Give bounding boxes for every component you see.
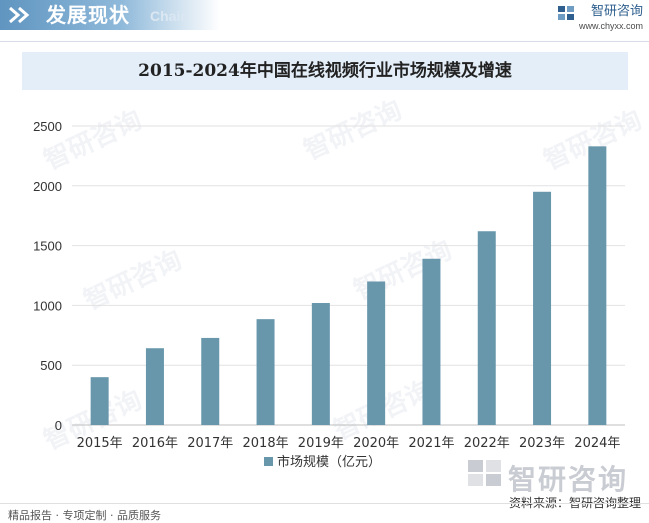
x-tick-label: 2019年	[298, 436, 344, 451]
bar	[533, 191, 552, 425]
bottom-logo-text: 智研咨询	[508, 463, 629, 496]
header-banner	[0, 0, 220, 30]
y-tick-label: 500	[40, 358, 62, 373]
x-tick-label: 2020年	[353, 436, 399, 451]
chart-title-box: 2015-2024年中国在线视频行业市场规模及增速	[22, 52, 628, 90]
page-header: 发展现状 Chain 智研咨询 www.chyxx.com	[0, 0, 649, 42]
header-divider	[0, 41, 649, 42]
legend-label: 市场规模（亿元）	[277, 454, 381, 470]
y-tick-label: 2000	[33, 179, 62, 194]
brand-url[interactable]: www.chyxx.com	[578, 21, 643, 31]
legend-swatch	[264, 457, 273, 466]
x-tick-label: 2015年	[77, 436, 123, 451]
bar	[145, 348, 164, 425]
double-chevron-icon	[9, 6, 30, 24]
bottom-logo-icon	[466, 458, 504, 492]
bar	[422, 258, 441, 425]
y-tick-label: 1000	[33, 298, 62, 313]
y-tick-label: 2500	[33, 119, 62, 134]
x-tick-label: 2018年	[243, 436, 289, 451]
bar	[311, 303, 330, 425]
brand-logo-icon	[557, 6, 574, 20]
bar	[201, 337, 220, 425]
chart-title: 2015-2024年中国在线视频行业市场规模及增速	[138, 61, 512, 81]
footer-tagline: 精品报告 · 专项定制 · 品质服务	[8, 509, 161, 522]
bar	[90, 377, 109, 425]
x-tick-label: 2021年	[408, 436, 454, 451]
x-tick-label: 2023年	[519, 436, 565, 451]
bar	[256, 319, 275, 425]
brand-block[interactable]: 智研咨询 www.chyxx.com	[557, 4, 643, 32]
bar	[477, 231, 496, 425]
x-tick-label: 2017年	[187, 436, 233, 451]
bar	[588, 146, 607, 425]
bar	[367, 281, 386, 425]
x-tick-label: 2022年	[464, 436, 510, 451]
brand-name: 智研咨询	[590, 4, 643, 19]
x-tick-label: 2016年	[132, 436, 178, 451]
x-tick-label: 2024年	[574, 436, 620, 451]
section-title: 发展现状	[46, 3, 130, 27]
footer-divider	[0, 503, 649, 504]
section-subtitle: Chain	[150, 8, 189, 24]
y-tick-label: 0	[55, 418, 62, 433]
y-tick-label: 1500	[33, 239, 62, 254]
